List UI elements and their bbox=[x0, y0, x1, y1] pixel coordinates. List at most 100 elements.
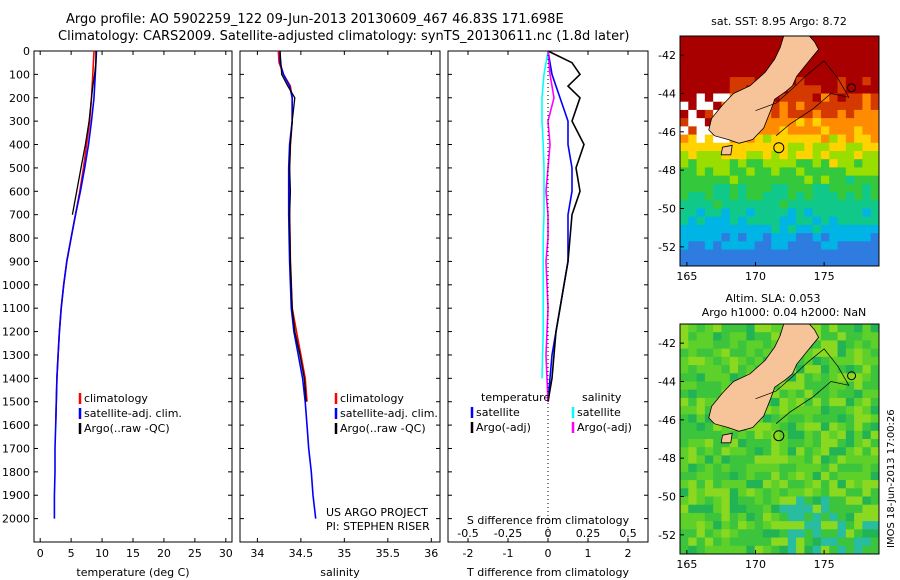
map-cell bbox=[837, 332, 847, 342]
map-cell bbox=[812, 241, 822, 251]
map-cell bbox=[820, 447, 830, 457]
map-cell bbox=[680, 183, 689, 193]
map-x-tick-label: 170 bbox=[745, 558, 766, 571]
map-cell bbox=[845, 348, 855, 358]
x-tick-label: 15 bbox=[126, 547, 140, 560]
map-cell bbox=[762, 439, 772, 448]
map-cell bbox=[862, 406, 872, 415]
map-cell bbox=[845, 381, 855, 391]
map-cell bbox=[704, 397, 714, 407]
map-cell bbox=[754, 332, 764, 342]
map-cell bbox=[862, 537, 872, 547]
map-cell bbox=[680, 488, 689, 498]
map-cell bbox=[738, 439, 747, 448]
map-cell bbox=[829, 455, 839, 465]
map-cell bbox=[820, 44, 830, 54]
map-cell bbox=[704, 241, 714, 251]
series-line-0 bbox=[54, 50, 95, 426]
map-cell bbox=[804, 93, 814, 103]
map-cell bbox=[862, 447, 872, 457]
secondary-tick-label: 0.5 bbox=[619, 527, 637, 540]
map-cell bbox=[837, 365, 847, 374]
map-cell bbox=[837, 60, 847, 70]
map-cell bbox=[787, 430, 797, 440]
map-cell bbox=[796, 529, 805, 539]
map-cell bbox=[704, 389, 714, 399]
x-tick-label: 35 bbox=[337, 547, 351, 560]
map-cell bbox=[762, 414, 772, 424]
map-cell bbox=[845, 356, 855, 366]
map-cell bbox=[829, 200, 839, 210]
map-cell bbox=[680, 44, 689, 54]
x-tick-label: -2 bbox=[463, 547, 474, 560]
map-cell bbox=[796, 422, 805, 432]
map-cell bbox=[779, 471, 789, 481]
map-cell bbox=[812, 488, 822, 498]
map-cell bbox=[837, 68, 847, 78]
map-cell bbox=[771, 496, 781, 506]
map-cell bbox=[862, 142, 872, 152]
map-cell bbox=[862, 512, 872, 522]
map-cell bbox=[820, 77, 830, 86]
map-cell bbox=[779, 257, 789, 266]
map-cell bbox=[862, 340, 872, 350]
map-cell bbox=[680, 257, 689, 266]
map-cell bbox=[704, 332, 714, 342]
map-cell bbox=[854, 529, 864, 539]
map-cell bbox=[696, 414, 706, 424]
sla-map: 165 170 175 -42 -44 -46 -48 -50 -52 Altim. SLA: 0… bbox=[658, 292, 880, 571]
map-cell bbox=[721, 529, 731, 539]
map-cell bbox=[804, 142, 814, 152]
map-cell bbox=[820, 85, 830, 95]
map-cell bbox=[771, 455, 781, 465]
map-cell bbox=[862, 134, 872, 144]
map-cell bbox=[862, 44, 872, 54]
map-cell bbox=[820, 175, 830, 185]
map-cell bbox=[688, 44, 698, 54]
map-cell bbox=[829, 257, 839, 266]
map-cell bbox=[713, 471, 723, 481]
map-cell bbox=[870, 365, 879, 374]
map-cell bbox=[870, 175, 879, 185]
map-cell bbox=[829, 529, 839, 539]
map-cell bbox=[804, 77, 814, 86]
map-cell bbox=[754, 480, 764, 489]
map-cell bbox=[779, 167, 789, 177]
map-cell bbox=[837, 118, 847, 127]
map-cell bbox=[862, 151, 872, 160]
map-cell bbox=[688, 389, 698, 399]
map-cell bbox=[845, 439, 855, 448]
map-cell bbox=[820, 365, 830, 374]
map-cell bbox=[771, 175, 781, 185]
map-cell bbox=[854, 430, 864, 440]
map-cell bbox=[738, 365, 747, 374]
difference-xlabel: T difference from climatology bbox=[466, 566, 629, 579]
map-cell bbox=[738, 60, 747, 70]
map-cell bbox=[837, 208, 847, 218]
map-cell bbox=[820, 241, 830, 251]
map-cell bbox=[721, 68, 731, 78]
map-cell bbox=[721, 200, 731, 210]
map-cell bbox=[754, 200, 764, 210]
x-tick-label: 5 bbox=[68, 547, 75, 560]
map-cell bbox=[680, 496, 689, 506]
map-cell bbox=[738, 324, 747, 333]
map-cell bbox=[713, 529, 723, 539]
map-cell bbox=[779, 224, 789, 234]
map-cell bbox=[680, 381, 689, 391]
map-cell bbox=[829, 109, 839, 119]
map-cell bbox=[854, 463, 864, 473]
map-cell bbox=[870, 340, 879, 350]
map-cell bbox=[738, 504, 747, 514]
map-cell bbox=[779, 208, 789, 218]
map-cell bbox=[713, 257, 723, 266]
map-cell bbox=[729, 537, 739, 547]
map-cell bbox=[754, 529, 764, 539]
map-cell bbox=[746, 496, 756, 506]
map-cell bbox=[771, 463, 781, 473]
legend-entry: satellite-adj. clim. bbox=[340, 407, 438, 420]
map-cell bbox=[862, 414, 872, 424]
map-cell bbox=[787, 422, 797, 432]
salinity-xlabel: salinity bbox=[320, 566, 360, 579]
map-cell bbox=[771, 192, 781, 201]
